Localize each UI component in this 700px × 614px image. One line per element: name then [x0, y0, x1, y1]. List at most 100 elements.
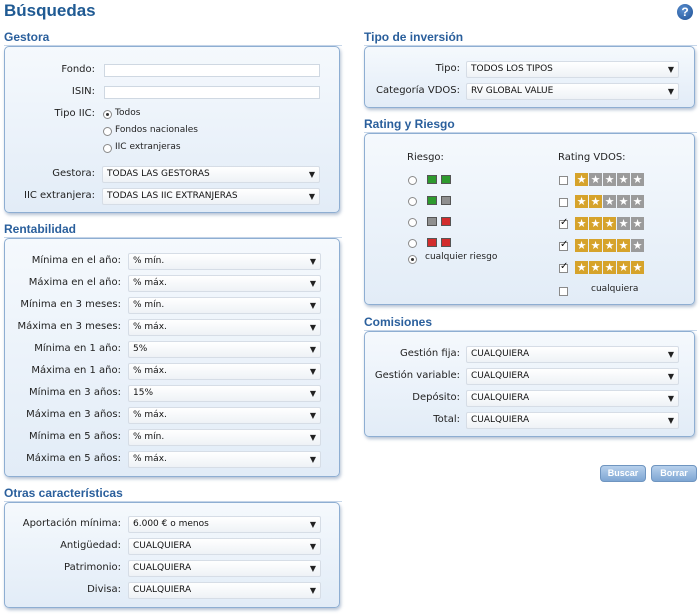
risk-red-square	[427, 238, 437, 247]
rentabilidad-label: Máxima en 1 año:	[31, 365, 121, 376]
risk-radio-2[interactable]	[408, 197, 417, 206]
rating-checkbox-2[interactable]	[559, 198, 568, 207]
rentabilidad-row: Máxima en el año:	[5, 276, 121, 292]
rentabilidad-panel: Mínima en el año: % mín. ▼ Máxima en el año…	[4, 238, 340, 477]
rentabilidad-select[interactable]: % mín. ▼	[128, 297, 321, 314]
borrar-button[interactable]: Borrar	[651, 465, 697, 482]
rating-checkbox-3[interactable]	[559, 217, 568, 229]
chevron-down-icon: ▼	[308, 170, 315, 179]
star-icon: ★	[631, 239, 644, 252]
star-icon: ★	[617, 239, 630, 252]
otras-label: Antigüedad:	[60, 540, 121, 551]
risk-radio-4[interactable]	[408, 239, 417, 248]
comisiones-select[interactable]: CUALQUIERA ▼	[466, 390, 679, 407]
rating-vdos-label: Rating VDOS:	[558, 152, 626, 163]
tipo-radio-extranjeras[interactable]	[103, 144, 112, 153]
chevron-down-icon: ▼	[309, 301, 316, 310]
rentabilidad-select-value: % máx.	[133, 322, 167, 332]
help-icon[interactable]: ?	[677, 4, 693, 20]
section-title-comisiones: Comisiones	[364, 315, 697, 331]
rating-stars-2: ★ ★ ★ ★ ★	[575, 195, 644, 208]
comisiones-select-value: CUALQUIERA	[471, 393, 530, 403]
rentabilidad-label: Máxima en 3 años:	[26, 409, 121, 420]
gestora-panel: Fondo: ISIN: Tipo IIC: Todos Fondos naci…	[4, 46, 340, 213]
rentabilidad-select[interactable]: % máx. ▼	[128, 319, 321, 336]
comisiones-label: Gestión fija:	[399, 348, 460, 359]
tipo-inversion-panel: Tipo: TODOS LOS TIPOS ▼ Categoría VDOS: RV G…	[364, 46, 695, 108]
star-icon: ★	[631, 217, 644, 230]
tipo-inversion-select[interactable]: RV GLOBAL VALUE ▼	[466, 83, 679, 100]
rentabilidad-select[interactable]: % mín. ▼	[128, 429, 321, 446]
buscar-button[interactable]: Buscar	[600, 465, 646, 482]
chevron-down-icon: ▼	[309, 389, 316, 398]
rentabilidad-select[interactable]: 15% ▼	[128, 385, 321, 402]
comisiones-select[interactable]: CUALQUIERA ▼	[466, 346, 679, 363]
otras-select-value: 6.000 € o menos	[133, 519, 209, 529]
rentabilidad-select-value: % mín.	[133, 300, 165, 310]
gestora-label: Gestora:	[52, 168, 95, 179]
risk-radio-3[interactable]	[408, 218, 417, 227]
fondo-label: Fondo:	[61, 64, 95, 75]
comisiones-label: Total:	[433, 414, 460, 425]
section-title-otras: Otras características	[4, 486, 342, 502]
rentabilidad-row: Máxima en 5 años:	[5, 452, 121, 468]
section-title-tipo-inversion: Tipo de inversión	[364, 30, 697, 46]
chevron-down-icon: ▼	[309, 455, 316, 464]
risk-any-label: cualquier riesgo	[425, 252, 498, 262]
otras-select-value: CUALQUIERA	[133, 563, 192, 573]
comisiones-select[interactable]: CUALQUIERA ▼	[466, 368, 679, 385]
rentabilidad-select[interactable]: % mín. ▼	[128, 253, 321, 270]
otras-select[interactable]: 6.000 € o menos ▼	[128, 516, 321, 533]
otras-select-value: CUALQUIERA	[133, 585, 192, 595]
iic-extranjera-select[interactable]: TODAS LAS IIC EXTRANJERAS ▼	[102, 188, 320, 205]
isin-input[interactable]	[104, 86, 320, 99]
chevron-down-icon: ▼	[667, 372, 674, 381]
otras-select[interactable]: CUALQUIERA ▼	[128, 560, 321, 577]
rentabilidad-select-value: % máx.	[133, 410, 167, 420]
isin-label: ISIN:	[71, 86, 95, 97]
risk-radio-1[interactable]	[408, 176, 417, 185]
star-icon: ★	[589, 195, 602, 208]
gestora-select[interactable]: TODAS LAS GESTORAS ▼	[102, 166, 320, 183]
star-icon: ★	[603, 217, 616, 230]
otras-row: Divisa:	[5, 583, 121, 599]
otras-row: Antigüedad:	[5, 539, 121, 555]
star-icon: ★	[575, 239, 588, 252]
rentabilidad-select[interactable]: % máx. ▼	[128, 407, 321, 424]
star-icon: ★	[617, 261, 630, 274]
tipo-inversion-label: Tipo:	[435, 63, 460, 74]
risk-green-square	[441, 175, 451, 184]
gestora-select-value: TODAS LAS GESTORAS	[107, 169, 210, 179]
rating-checkbox-4[interactable]	[559, 239, 568, 251]
rentabilidad-select[interactable]: % máx. ▼	[128, 363, 321, 380]
fondo-input[interactable]	[104, 64, 320, 77]
otras-select[interactable]: CUALQUIERA ▼	[128, 538, 321, 555]
rentabilidad-select[interactable]: 5% ▼	[128, 341, 321, 358]
rentabilidad-select[interactable]: % máx. ▼	[128, 275, 321, 292]
star-icon: ★	[617, 217, 630, 230]
risk-radio-any[interactable]	[408, 255, 417, 264]
comisiones-select[interactable]: CUALQUIERA ▼	[466, 412, 679, 429]
comisiones-label: Depósito:	[412, 392, 460, 403]
star-icon: ★	[575, 217, 588, 230]
rentabilidad-select[interactable]: % máx. ▼	[128, 451, 321, 468]
rating-checkbox-1[interactable]	[559, 176, 568, 185]
rating-checkbox-any[interactable]	[559, 287, 568, 296]
rentabilidad-label: Mínima en 3 meses:	[20, 299, 121, 310]
star-icon: ★	[575, 173, 588, 186]
otras-select[interactable]: CUALQUIERA ▼	[128, 582, 321, 599]
risk-green-square	[427, 196, 437, 205]
tipo-radio-todos[interactable]	[103, 110, 112, 119]
star-icon: ★	[589, 173, 602, 186]
star-icon: ★	[603, 261, 616, 274]
rentabilidad-row: Mínima en 1 año:	[5, 342, 121, 358]
chevron-down-icon: ▼	[309, 542, 316, 551]
chevron-down-icon: ▼	[309, 323, 316, 332]
tipo-radio-nacionales[interactable]	[103, 127, 112, 136]
tipo-inversion-select[interactable]: TODOS LOS TIPOS ▼	[466, 61, 679, 78]
rating-checkbox-5[interactable]	[559, 261, 568, 273]
star-icon: ★	[589, 217, 602, 230]
rentabilidad-label: Mínima en 1 año:	[34, 343, 121, 354]
chevron-down-icon: ▼	[309, 367, 316, 376]
riesgo-label: Riesgo:	[407, 152, 444, 163]
